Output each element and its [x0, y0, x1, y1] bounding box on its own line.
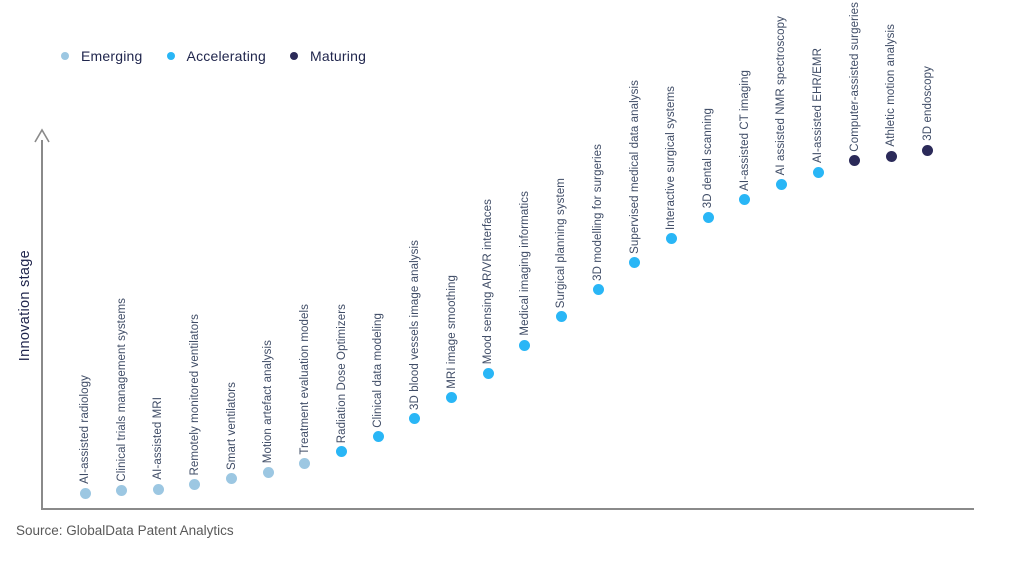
- data-point: [739, 194, 751, 206]
- data-point: [79, 487, 91, 499]
- data-point-label: Supervised medical data analysis: [628, 80, 641, 254]
- data-point: [555, 311, 567, 323]
- source-text: Source: GlobalData Patent Analytics: [16, 523, 234, 538]
- data-point-label: Smart ventilators: [225, 381, 238, 470]
- data-point: [629, 257, 641, 269]
- data-point-label: 3D dental scanning: [702, 107, 715, 209]
- data-point-label: Treatment evaluation models: [298, 303, 311, 455]
- legend-label: Accelerating: [186, 48, 266, 64]
- data-point: [116, 485, 128, 497]
- data-point: [152, 483, 164, 495]
- data-point-label: Athletic motion analysis: [885, 24, 898, 147]
- data-point: [849, 155, 861, 167]
- data-point-label: Interactive surgical systems: [665, 85, 678, 230]
- data-point: [372, 431, 384, 443]
- data-point-label: Clinical data modeling: [372, 313, 385, 428]
- data-point-label: MRI image smoothing: [445, 275, 458, 389]
- data-point-label: Medical imaging informatics: [518, 191, 531, 336]
- legend-item-emerging: Emerging: [61, 48, 143, 64]
- data-point-label: AI-assisted EHR/EMR: [812, 48, 824, 164]
- data-point-label: Remotely monitored ventilators: [188, 313, 201, 476]
- data-point-label: Mood sensing AR/VR interfaces: [482, 198, 495, 365]
- data-point: [299, 457, 311, 469]
- legend-item-accelerating: Accelerating: [166, 48, 266, 64]
- data-point: [446, 392, 457, 404]
- legend-label: Maturing: [309, 48, 367, 64]
- data-point: [592, 284, 604, 296]
- legend-dot-icon: [61, 52, 69, 60]
- data-point: [336, 446, 348, 458]
- data-point: [226, 473, 238, 485]
- data-point-label: AI-assisted CT imaging: [738, 70, 751, 191]
- data-point-label: Clinical trials management systems: [115, 298, 128, 482]
- data-point-label: 3D blood vessels image analysis: [408, 239, 421, 410]
- x-axis-line: [41, 508, 974, 510]
- data-point-label: Motion artefact analysis: [262, 339, 275, 464]
- legend-dot-icon: [166, 52, 175, 60]
- data-point: [519, 339, 531, 351]
- data-point-label: Computer-assisted surgeries: [848, 2, 861, 152]
- data-point: [262, 466, 274, 478]
- data-point: [702, 211, 714, 223]
- data-point: [885, 150, 897, 162]
- data-point: [189, 478, 201, 490]
- legend-label: Emerging: [81, 48, 143, 64]
- data-point-label: Surgical planning system: [555, 177, 568, 308]
- legend: Emerging Accelerating Maturing: [61, 48, 366, 64]
- data-point-label: AI assisted NMR spectroscopy: [775, 15, 788, 176]
- data-point-label: AI-assisted MRI: [152, 397, 165, 480]
- data-point: [775, 178, 787, 190]
- data-point: [482, 367, 494, 379]
- data-point: [665, 233, 677, 245]
- legend-item-maturing: Maturing: [289, 48, 367, 64]
- y-axis-line: [41, 140, 43, 510]
- data-point-label: Radiation Dose Optimizers: [335, 303, 348, 443]
- legend-dot-icon: [289, 52, 298, 60]
- data-point-label: AI-assisted radiology: [79, 375, 91, 485]
- y-axis-arrow-icon: [34, 128, 50, 143]
- data-point-label: 3D modelling for surgeries: [592, 144, 605, 281]
- data-point: [812, 166, 824, 178]
- data-point-label: 3D endoscopy: [921, 66, 934, 141]
- data-point: [922, 144, 934, 156]
- data-point: [409, 413, 421, 425]
